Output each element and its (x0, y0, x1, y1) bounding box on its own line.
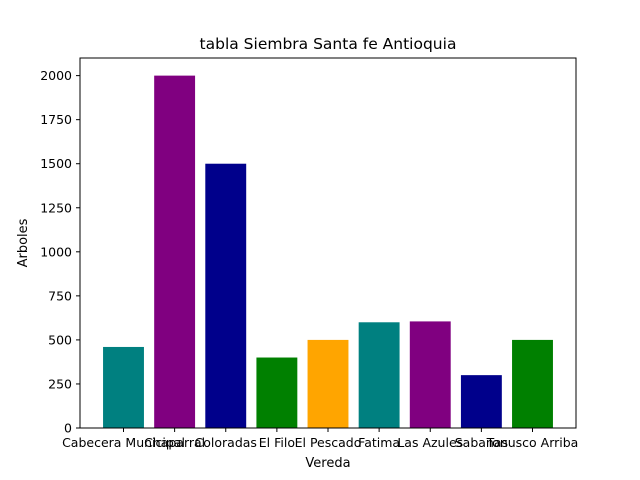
bar-fatima (358, 322, 400, 428)
y-tick-label: 1500 (40, 156, 72, 171)
y-tick-label: 1250 (40, 200, 72, 215)
y-axis-label: Arboles (16, 218, 31, 267)
x-tick-label: Tonusco Arriba (486, 435, 579, 450)
y-tick-label: 2000 (40, 68, 72, 83)
bar-cabecera-municipal (103, 346, 144, 428)
y-tick-label: 500 (48, 332, 72, 347)
x-tick-label: El Filo (259, 435, 295, 450)
x-tick-label: Chaparral (144, 435, 205, 450)
x-tick-label: Cabecera Municipal (62, 435, 185, 450)
y-tick-label: 1750 (40, 112, 72, 127)
x-tick-label: Fatima (358, 435, 400, 450)
bars-group (103, 75, 553, 428)
y-tick-label: 1000 (40, 244, 72, 259)
bar-tonusco-arriba (512, 339, 553, 428)
y-tick-label: 750 (48, 288, 72, 303)
y-axis-ticks: 0 250 500 750 1000 1250 1500 1750 2000 (40, 68, 80, 436)
bar-las-azules (409, 321, 451, 428)
x-axis-label: Vereda (305, 456, 350, 471)
x-tick-label: Coloradas (195, 435, 257, 450)
y-tick-label: 250 (48, 376, 72, 391)
bar-sabanas (460, 375, 502, 428)
bar-el-filo (256, 357, 298, 428)
bar-el-pescado (307, 339, 349, 428)
x-tick-label: Sabanas (455, 435, 508, 450)
plot-frame (79, 57, 577, 429)
bar-chaparral (154, 75, 196, 428)
bar-coloradas (205, 163, 247, 428)
x-tick-label: El Pescado (295, 435, 362, 450)
y-tick-label: 0 (64, 421, 72, 436)
chart-title: tabla Siembra Santa fe Antioquia (200, 35, 457, 53)
x-tick-label: Las Azules (397, 435, 463, 450)
